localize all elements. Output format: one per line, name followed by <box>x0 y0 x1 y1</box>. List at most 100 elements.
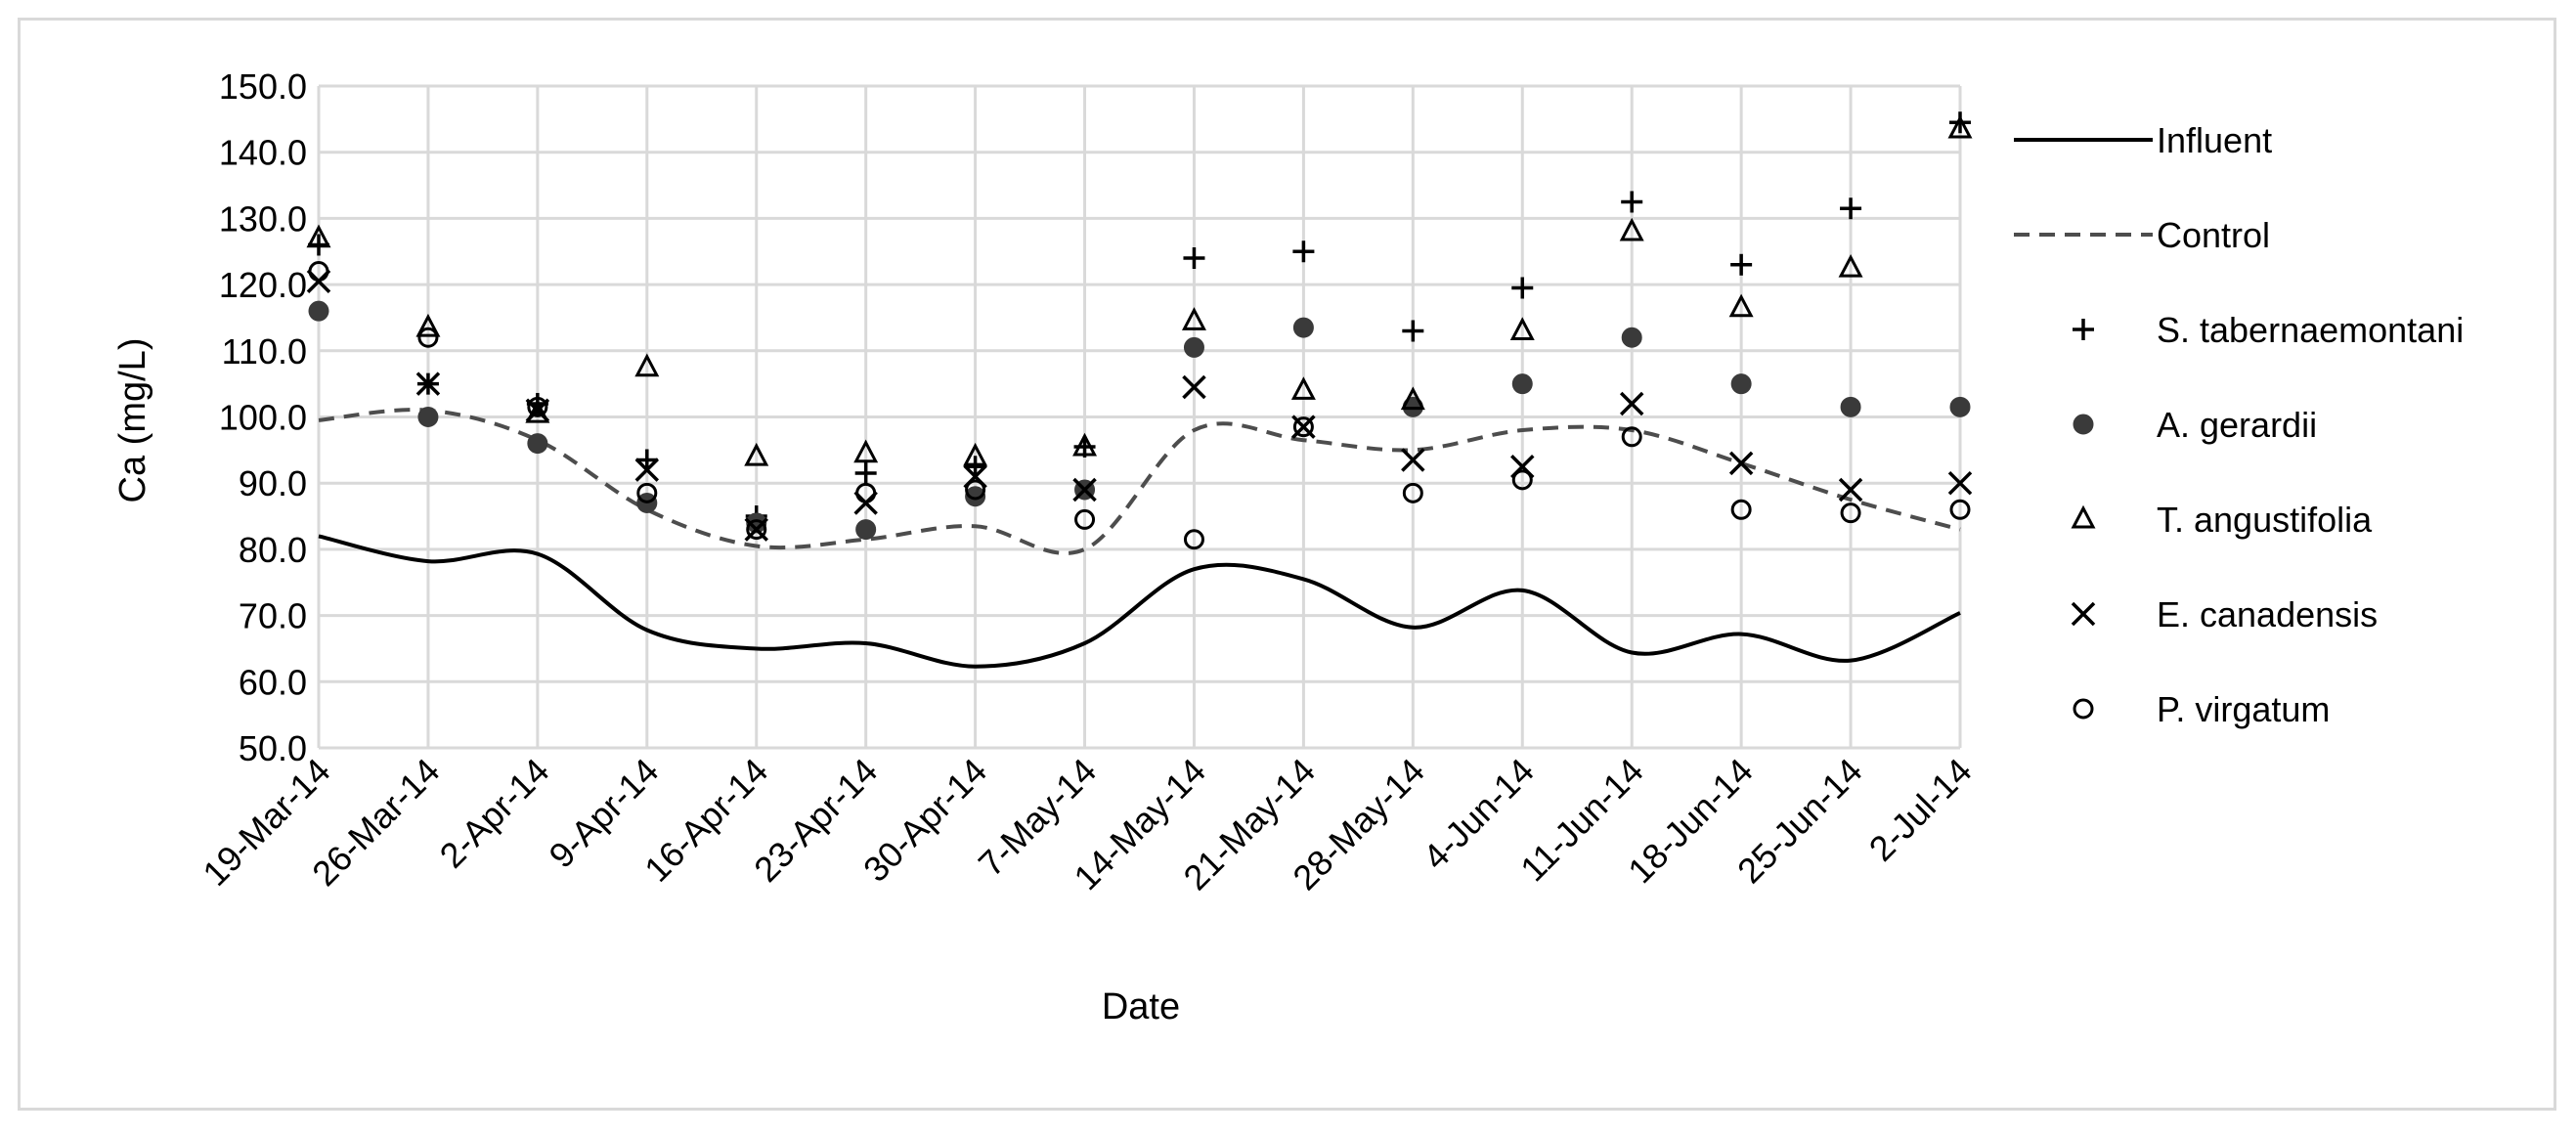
point-t-angustifolia <box>634 353 660 377</box>
point-p-virgatum <box>1621 426 1642 448</box>
x-tick-labels: 19-Mar-1426-Mar-142-Apr-149-Apr-1416-Apr… <box>195 751 1979 898</box>
legend-item-a-gerardii: A. gerardii <box>2073 405 2317 445</box>
legend-label: A. gerardii <box>2157 405 2317 445</box>
point-p-virgatum <box>1840 502 1861 524</box>
y-tick-label: 50.0 <box>239 728 307 768</box>
point-s-tabernaemontani <box>1730 253 1753 276</box>
point-p-virgatum <box>746 519 767 541</box>
series-line-control <box>318 408 1961 555</box>
legend-swatch <box>2073 319 2094 340</box>
point-t-angustifolia <box>744 442 769 466</box>
point-a-gerardii <box>417 407 439 427</box>
point-a-gerardii <box>308 300 329 322</box>
point-a-gerardii <box>1292 317 1314 338</box>
point-t-angustifolia <box>415 313 441 337</box>
point-p-virgatum <box>1183 529 1204 550</box>
legend-item-p-virgatum: P. virgatum <box>2073 689 2330 729</box>
series-markers <box>306 111 1973 550</box>
legend-label: S. tabernaemontani <box>2157 310 2464 350</box>
point-t-angustifolia <box>853 439 879 463</box>
point-t-angustifolia <box>1619 217 1644 241</box>
legend-swatch <box>2073 414 2094 435</box>
point-p-virgatum <box>855 482 877 503</box>
legend-item-e-canadensis: E. canadensis <box>2071 594 2378 634</box>
point-t-angustifolia <box>525 399 550 423</box>
point-s-tabernaemontani <box>1840 197 1862 220</box>
legend-item-s-tabernaemontani: S. tabernaemontani <box>2073 310 2464 350</box>
point-e-canadensis <box>415 371 441 396</box>
point-p-virgatum <box>965 479 986 501</box>
point-p-virgatum <box>1402 482 1423 503</box>
gridlines <box>317 84 1962 750</box>
point-p-virgatum <box>1292 416 1314 438</box>
legend-item-control: Control <box>2014 215 2270 255</box>
legend-label: Control <box>2157 215 2270 255</box>
y-tick-labels: 50.0 60.0 70.0 80.0 90.0 100.0 110.0 120.0 130.0… <box>219 66 307 768</box>
legend-item-t-angustifolia: T. angustifolia <box>2071 500 2373 540</box>
point-a-gerardii <box>1730 373 1752 395</box>
point-t-angustifolia <box>1838 253 1863 278</box>
point-p-virgatum <box>417 327 439 348</box>
chart-frame <box>18 18 2556 1111</box>
point-s-tabernaemontani <box>854 462 877 485</box>
point-a-gerardii <box>1949 396 1971 417</box>
point-p-virgatum <box>1949 499 1971 520</box>
x-axis-title: Date <box>1102 986 1180 1027</box>
point-e-canadensis <box>634 458 660 482</box>
y-axis-title: Ca (mg/L) <box>112 338 153 503</box>
point-p-virgatum <box>527 396 548 417</box>
point-a-gerardii <box>965 486 986 507</box>
y-tick-label: 60.0 <box>239 662 307 702</box>
series-line-influent <box>318 534 1961 669</box>
point-a-gerardii <box>1183 336 1204 358</box>
point-a-gerardii <box>1840 396 1861 417</box>
point-s-tabernaemontani <box>1183 247 1205 270</box>
point-t-angustifolia <box>1728 293 1754 318</box>
point-e-canadensis <box>1182 374 1206 400</box>
legend: Influent Control S. tabernaemontani A. gera… <box>2014 120 2464 729</box>
y-tick-label: 100.0 <box>219 398 307 438</box>
point-t-angustifolia <box>1181 307 1206 330</box>
y-tick-label: 90.0 <box>239 463 307 503</box>
y-tick-label: 70.0 <box>239 596 307 636</box>
point-a-gerardii <box>1511 373 1533 395</box>
y-tick-label: 120.0 <box>219 265 307 305</box>
point-p-virgatum <box>1074 508 1096 530</box>
y-tick-label: 140.0 <box>219 133 307 173</box>
point-s-tabernaemontani <box>964 456 986 478</box>
point-t-angustifolia <box>1290 376 1316 400</box>
legend-item-influent: Influent <box>2014 120 2272 160</box>
point-e-canadensis <box>1728 451 1754 476</box>
point-e-canadensis <box>1838 477 1863 502</box>
point-t-angustifolia <box>1509 317 1535 340</box>
point-t-angustifolia <box>306 224 331 248</box>
point-t-angustifolia <box>1072 432 1098 457</box>
point-e-canadensis <box>1401 448 1425 472</box>
x-tick-label: 2-Apr-14 <box>431 751 556 876</box>
point-e-canadensis <box>1947 470 1973 496</box>
y-tick-label: 110.0 <box>222 331 307 371</box>
series-lines <box>318 408 1961 669</box>
x-tick-label: 2-Jul-14 <box>1861 751 1980 869</box>
point-p-virgatum <box>308 261 329 283</box>
point-s-tabernaemontani <box>1402 320 1424 342</box>
y-tick-label: 130.0 <box>219 198 307 239</box>
point-s-tabernaemontani <box>635 449 658 471</box>
legend-label: E. canadensis <box>2157 594 2378 634</box>
point-a-gerardii <box>527 433 548 455</box>
legend-swatch <box>2073 698 2094 720</box>
y-tick-label: 80.0 <box>239 530 307 570</box>
point-t-angustifolia <box>1400 386 1425 411</box>
point-e-canadensis <box>1619 391 1644 416</box>
point-p-virgatum <box>636 482 658 503</box>
point-s-tabernaemontani <box>1292 240 1315 263</box>
point-a-gerardii <box>855 519 877 541</box>
y-tick-label: 150.0 <box>219 66 307 107</box>
point-s-tabernaemontani <box>1621 191 1643 213</box>
legend-label: Influent <box>2157 120 2272 160</box>
point-e-canadensis <box>1072 477 1097 502</box>
point-t-angustifolia <box>963 442 988 466</box>
legend-label: P. virgatum <box>2157 689 2330 729</box>
legend-swatch <box>2071 601 2096 627</box>
